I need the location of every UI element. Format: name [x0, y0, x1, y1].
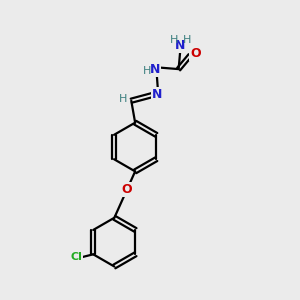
Text: N: N: [152, 88, 162, 101]
Text: O: O: [190, 47, 201, 61]
Text: O: O: [122, 183, 132, 196]
Text: Cl: Cl: [70, 252, 82, 262]
Text: H: H: [119, 94, 127, 104]
Text: H: H: [169, 35, 178, 45]
Text: H: H: [143, 67, 151, 76]
Text: N: N: [175, 40, 185, 52]
Text: N: N: [150, 63, 160, 76]
Text: H: H: [182, 35, 191, 45]
